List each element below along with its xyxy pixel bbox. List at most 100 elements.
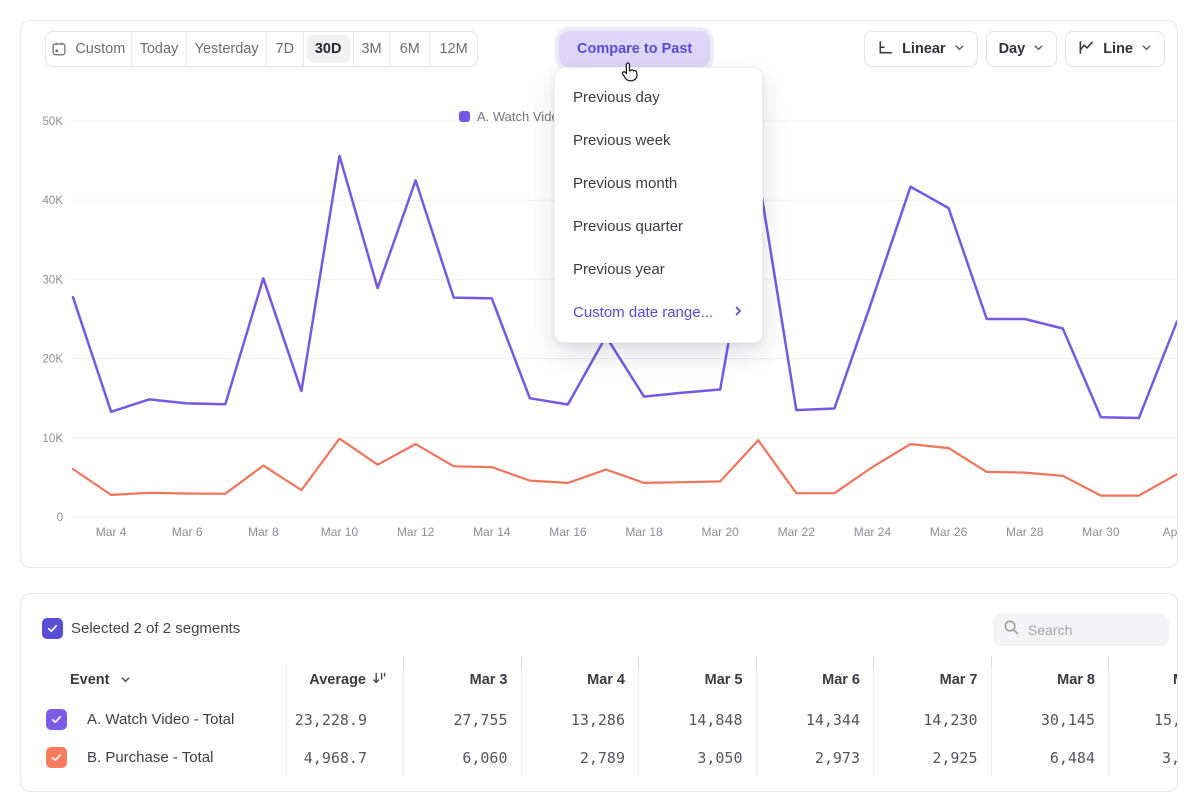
chart-options: Linear Day Line <box>864 31 1165 67</box>
date-header-label: Mar 5 <box>705 672 743 688</box>
legend-swatch <box>459 111 470 122</box>
chevron-down-icon <box>1141 41 1152 57</box>
x-axis-tick: Mar 6 <box>172 525 203 539</box>
date-header-label: Mar 7 <box>940 672 978 688</box>
custom-date-range-label: Custom date range... <box>573 304 713 321</box>
menu-item-previous-day[interactable]: Previous day <box>555 76 762 119</box>
check-icon <box>50 751 63 764</box>
chart-type-label: Line <box>1103 41 1133 57</box>
series-b-line <box>73 439 1177 496</box>
date-column-header: Mar 6 <box>756 666 874 694</box>
segments-panel: Selected 2 of 2 segments Event AverageMa… <box>20 593 1178 792</box>
date-range-custom[interactable]: Custom <box>46 32 132 66</box>
legend-item-a: A. Watch Video <box>459 109 566 124</box>
date-range-today[interactable]: Today <box>132 32 188 66</box>
chevron-down-icon <box>1033 41 1044 57</box>
date-range-label: 12M <box>439 41 467 57</box>
clipped-column-header: M <box>1173 666 1178 694</box>
menu-item-custom-date-range[interactable]: Custom date range... <box>555 291 762 334</box>
y-axis-tick: 30K <box>43 274 64 286</box>
y-axis-tick: 0 <box>57 512 63 524</box>
date-range-3m[interactable]: 3M <box>354 32 391 66</box>
average-value: 23,228.9 <box>286 702 403 738</box>
column-divider <box>1108 664 1109 776</box>
legend-label: A. Watch Video <box>477 109 566 124</box>
x-axis-tick: Mar 24 <box>854 525 892 539</box>
date-range-label: Custom <box>75 41 125 57</box>
date-range-7d[interactable]: 7D <box>267 32 304 66</box>
compare-menu: Previous dayPrevious weekPrevious monthP… <box>554 67 763 343</box>
table-cell: 14,344 <box>756 702 874 738</box>
table-cell: 3,050 <box>638 740 756 776</box>
date-range-label: Today <box>140 41 179 57</box>
date-range-label: 6M <box>400 41 420 57</box>
average-column-header[interactable]: Average <box>286 666 403 694</box>
y-axis-tick: 50K <box>43 116 64 128</box>
table-cell: 2,973 <box>756 740 874 776</box>
scale-dropdown-button[interactable]: Linear <box>864 31 978 67</box>
sort-descending-icon <box>372 671 387 686</box>
interval-label: Day <box>999 41 1026 57</box>
date-column-header: Mar 4 <box>521 666 639 694</box>
segment-name: A. Watch Video - Total <box>87 702 297 738</box>
clipped-cell: 3, <box>1162 740 1178 776</box>
date-range-12m[interactable]: 12M <box>430 32 477 66</box>
chevron-down-icon <box>120 674 131 685</box>
event-header-label: Event <box>70 672 110 688</box>
table-cell: 14,848 <box>638 702 756 738</box>
segment-checkbox-a[interactable] <box>46 709 67 730</box>
x-axis-tick: Mar 4 <box>96 525 127 539</box>
segment-checkbox-b[interactable] <box>46 747 67 768</box>
date-header-label: Mar 8 <box>1057 672 1095 688</box>
scale-label: Linear <box>902 41 946 57</box>
table-cell: 27,755 <box>403 702 521 738</box>
clipped-cell: 15, <box>1154 702 1178 738</box>
date-header-label: Mar 3 <box>470 672 508 688</box>
date-range-label: 30D <box>315 41 342 57</box>
calendar-icon <box>51 41 67 57</box>
x-axis-tick: Mar 22 <box>778 525 816 539</box>
x-axis-tick: Mar 10 <box>321 525 359 539</box>
date-range-6m[interactable]: 6M <box>390 32 430 66</box>
date-range-label: 7D <box>276 41 295 57</box>
line-chart-icon <box>1078 39 1095 60</box>
x-axis-tick: Mar 18 <box>625 525 663 539</box>
y-axis-tick: 10K <box>43 433 64 445</box>
segment-name: B. Purchase - Total <box>87 740 297 776</box>
chart-type-dropdown-button[interactable]: Line <box>1065 31 1165 67</box>
table-cell: 30,145 <box>991 702 1109 738</box>
menu-item-previous-year[interactable]: Previous year <box>555 248 762 291</box>
date-header-label: Mar 4 <box>587 672 625 688</box>
chevron-down-icon <box>954 41 965 57</box>
table-cell: 13,286 <box>521 702 639 738</box>
check-icon <box>50 713 63 726</box>
chevron-right-icon <box>732 304 744 321</box>
column-tick <box>1108 656 1109 668</box>
compare-to-past-button[interactable]: Compare to Past <box>559 31 710 67</box>
menu-item-previous-month[interactable]: Previous month <box>555 162 762 205</box>
x-axis-tick: Mar 20 <box>701 525 739 539</box>
date-range-control: Custom Today Yesterday 7D 30D 3M 6M 12M <box>45 31 478 67</box>
segments-table: Event Average Mar 3 Mar 4 Mar 5 Mar 6 Mar 7 Ma… <box>21 594 1177 791</box>
x-axis-tick: Mar 30 <box>1082 525 1120 539</box>
interval-dropdown-button[interactable]: Day <box>986 31 1058 67</box>
x-axis-tick: Mar 16 <box>549 525 587 539</box>
x-axis-tick: Mar 8 <box>248 525 279 539</box>
menu-item-previous-week[interactable]: Previous week <box>555 119 762 162</box>
x-axis-tick: Apr 1 <box>1163 525 1178 539</box>
event-column-header[interactable]: Event <box>70 666 270 694</box>
x-axis-tick: Mar 12 <box>397 525 435 539</box>
date-column-header: Mar 8 <box>991 666 1109 694</box>
date-column-header: Mar 5 <box>638 666 756 694</box>
date-range-30d[interactable]: 30D <box>304 32 354 66</box>
date-column-header: Mar 3 <box>403 666 521 694</box>
average-header-label: Average <box>309 672 366 688</box>
table-cell: 6,484 <box>991 740 1109 776</box>
menu-item-previous-quarter[interactable]: Previous quarter <box>555 205 762 248</box>
date-range-yesterday[interactable]: Yesterday <box>187 32 267 66</box>
x-axis-tick: Mar 28 <box>1006 525 1044 539</box>
average-value: 4,968.7 <box>286 740 403 776</box>
table-cell: 6,060 <box>403 740 521 776</box>
linear-scale-icon <box>877 39 894 60</box>
table-cell: 14,230 <box>873 702 991 738</box>
